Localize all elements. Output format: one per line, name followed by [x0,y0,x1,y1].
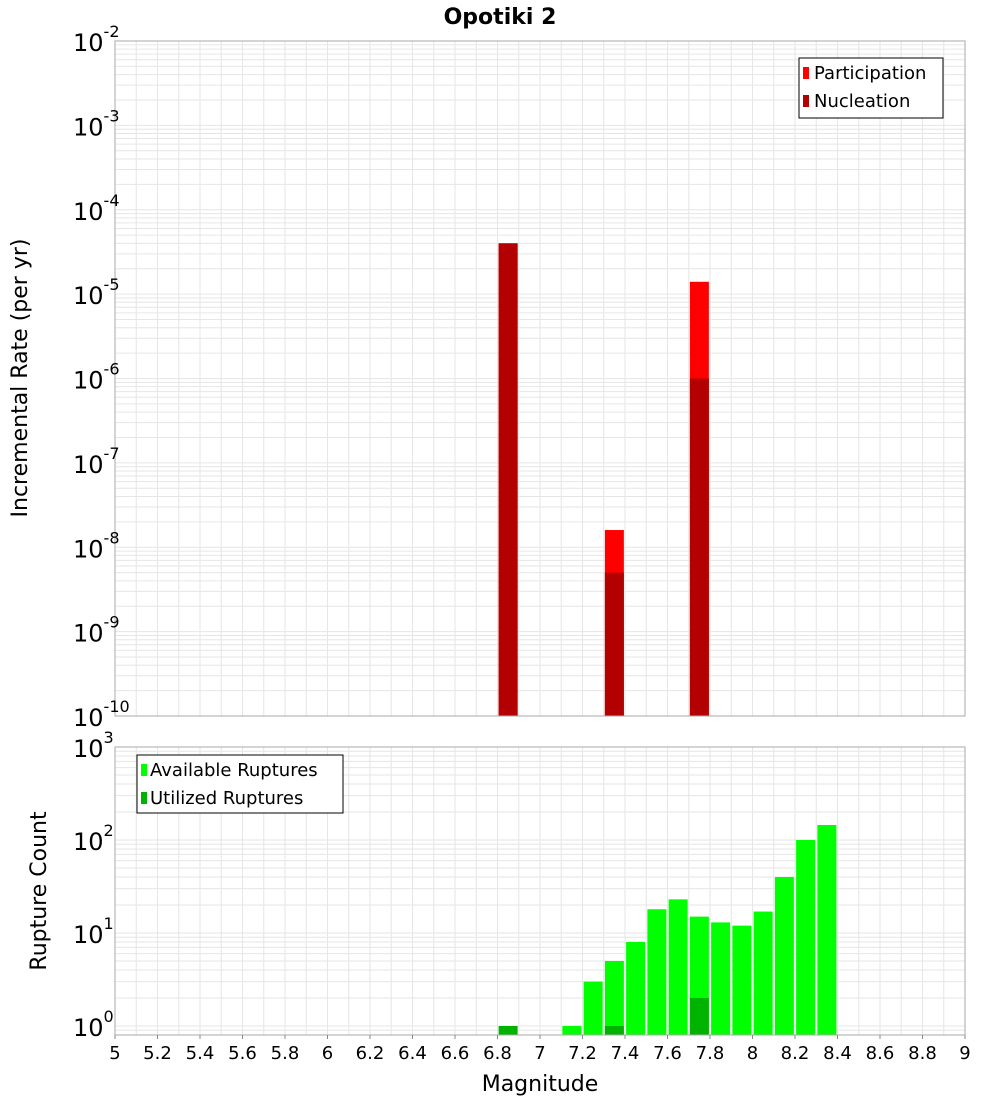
y-tick-label: 10-10 [73,697,130,732]
legend-swatch-participation [803,67,809,79]
y-tick-label: 10-4 [73,191,120,226]
rate-y-ticks: 10-10 10-9 10-8 10-7 10-6 10-5 10-4 10-3 10-2 [73,22,130,732]
x-tick-label: 8.6 [866,1043,895,1064]
legend-label-nucleation: Nucleation [814,91,910,112]
x-tick-label: 7.6 [653,1043,682,1064]
x-tick-label: 6 [322,1043,333,1064]
x-ticks: 5 5.2 5.4 5.6 5.8 6 6.2 6.4 6.6 6.8 7 7.2 7.4 7.6 7.8 8… [109,1035,971,1064]
rate-grid [114,41,966,717]
legend-swatch-available [141,764,147,776]
x-tick-label: 5.6 [228,1043,257,1064]
count-legend-box [136,754,344,814]
x-tick-label: 8 [747,1043,758,1064]
available-ruptures-bar [753,911,773,1035]
utilized-ruptures-bar [689,997,709,1035]
available-ruptures-bar [711,922,731,1035]
x-tick-label: 6.2 [356,1043,385,1064]
y-tick-label: 10-2 [73,22,120,57]
x-tick-label: 5.4 [186,1043,215,1064]
nucleation-bar [498,243,518,717]
legend-label-available: Available Ruptures [150,760,318,781]
x-tick-label: 5.8 [271,1043,300,1064]
available-ruptures-bar [604,960,624,1035]
available-ruptures-bar [774,877,794,1035]
x-tick-label: 7.8 [696,1043,725,1064]
x-tick-label: 6.8 [483,1043,512,1064]
legend-swatch-nucleation [803,95,809,107]
count-y-axis-label: Rupture Count [27,811,52,971]
x-tick-label: 7.2 [568,1043,597,1064]
y-tick-label: 10-8 [73,528,120,563]
chart-title: Opotiki 2 [444,5,557,30]
x-tick-label: 8.8 [908,1043,937,1064]
rate-panel: 10-10 10-9 10-8 10-7 10-6 10-5 10-4 10-3 10-2 In… [8,22,966,732]
x-tick-label: 7 [534,1043,545,1064]
y-tick-label: 102 [73,821,114,856]
y-tick-label: 10-5 [73,275,120,310]
available-ruptures-bar [796,839,816,1035]
y-tick-label: 10-6 [73,360,120,395]
rate-bars [498,243,709,717]
y-tick-label: 10-9 [73,613,120,648]
nucleation-bar [604,572,624,716]
x-tick-label: 6.4 [398,1043,427,1064]
available-ruptures-bar [668,899,688,1035]
nucleation-bar [689,378,709,716]
x-tick-label: 7.4 [611,1043,640,1064]
utilized-ruptures-bar [498,1025,518,1035]
y-tick-label: 101 [73,914,114,949]
x-tick-label: 8.2 [781,1043,810,1064]
rate-y-axis-label: Incremental Rate (per yr) [8,239,33,518]
legend-label-utilized: Utilized Ruptures [150,788,303,809]
available-ruptures-bar [817,824,837,1035]
rate-plot-frame [114,40,966,717]
available-ruptures-bar [732,925,752,1035]
count-bars [498,824,837,1035]
available-ruptures-bar [647,909,667,1035]
y-tick-label: 103 [73,728,114,763]
x-tick-label: 8.4 [823,1043,852,1064]
x-tick-label: 5.2 [143,1043,172,1064]
x-axis-label: Magnitude [482,1072,599,1097]
rate-legend-box [798,57,944,119]
count-y-ticks: 100 101 102 103 [73,728,114,1042]
count-panel: 100 101 102 103 5 5.2 5.4 5.6 5.8 6 6.2 6.4 6.6 6.8 7… [27,728,971,1097]
legend-swatch-utilized [141,792,147,804]
available-ruptures-bar [626,942,646,1035]
count-legend: Available Ruptures Utilized Ruptures [136,754,344,814]
rate-legend: Participation Nucleation [798,57,944,119]
utilized-ruptures-bar [604,1025,624,1035]
available-ruptures-bar [562,1025,582,1035]
x-tick-label: 5 [109,1043,120,1064]
legend-label-participation: Participation [814,63,926,84]
available-ruptures-bar [583,981,603,1035]
x-tick-label: 6.6 [441,1043,470,1064]
x-tick-label: 9 [959,1043,970,1064]
y-tick-label: 10-3 [73,106,120,141]
y-tick-label: 100 [73,1007,114,1042]
y-tick-label: 10-7 [73,444,120,479]
